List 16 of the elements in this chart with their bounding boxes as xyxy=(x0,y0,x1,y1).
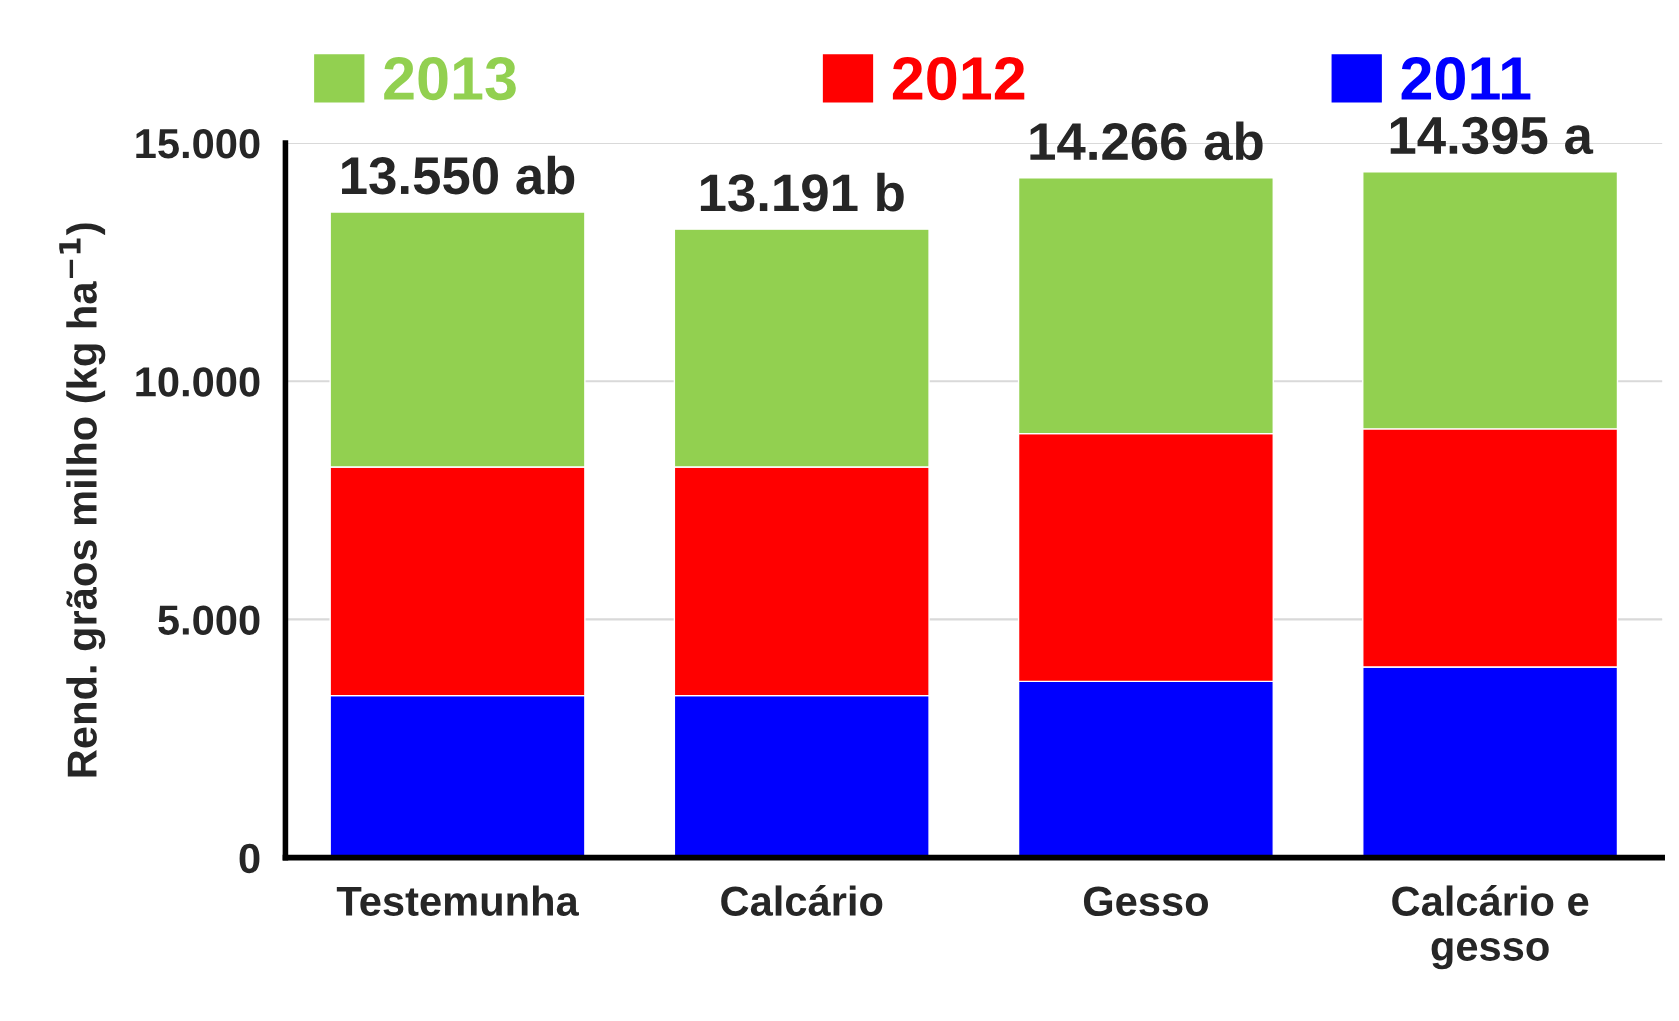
y-tick-label: 0 xyxy=(239,843,260,874)
total-label: 14.266 ab xyxy=(1030,121,1263,161)
y-axis-title: Rend. grãos milho (kg ha$^{−1}$) xyxy=(59,223,106,777)
total-label: 14.395 a xyxy=(1390,116,1594,155)
total-label: 13.191 b xyxy=(700,172,904,212)
y-tick-label: 10.000 xyxy=(136,367,260,397)
legend-label: 2012 xyxy=(892,56,1025,101)
x-tick-label: Gesso xyxy=(1083,886,1208,917)
legend-label: 2013 xyxy=(384,56,516,101)
x-tick-label: Testemunha xyxy=(336,885,579,917)
y-tick-label: 5.000 xyxy=(158,605,260,635)
legend-label: 2011 xyxy=(1401,56,1531,101)
x-tick-label: Calcário xyxy=(721,885,883,917)
x-tick-label: Calcário e gesso xyxy=(1392,885,1589,970)
total-label: 13.550 ab xyxy=(342,155,575,195)
y-tick-label: 15.000 xyxy=(136,128,260,159)
